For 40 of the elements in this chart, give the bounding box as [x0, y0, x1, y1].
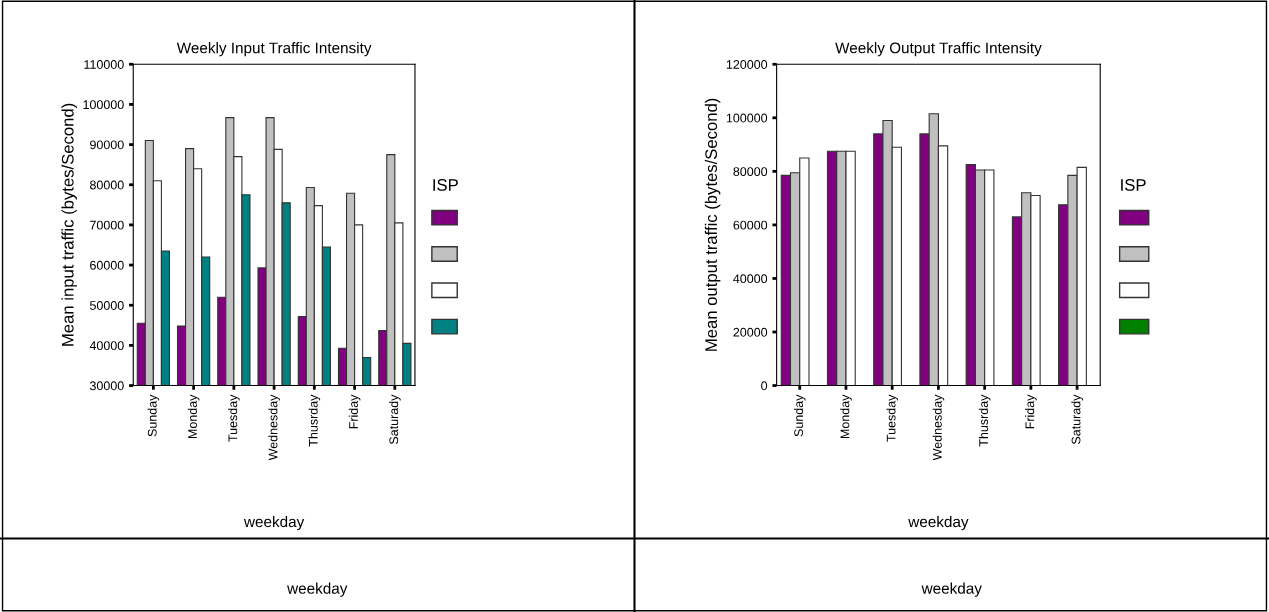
- y-tick-label: 90000: [90, 140, 124, 150]
- y-tick-label: 120000: [726, 60, 768, 69]
- x-tick-label: Monday: [840, 394, 852, 439]
- y-tick-label: 100000: [726, 113, 768, 123]
- x-tick-label: Tuesday: [886, 394, 899, 442]
- x-axis-title: weekday: [908, 515, 969, 531]
- x-tick-label: Sunday: [793, 394, 806, 437]
- y-tick-label: 30000: [89, 381, 124, 391]
- y-tick-label: 70000: [90, 220, 124, 230]
- text: weekday: [287, 582, 348, 597]
- x-tick-label: Sunday: [147, 394, 160, 437]
- x-tick-label: Thusrday: [978, 394, 991, 447]
- y-tick-label: 100000: [83, 100, 124, 110]
- legend-title: ISP: [1121, 179, 1146, 191]
- text: weekday: [921, 582, 982, 597]
- y-tick-label: 0: [761, 381, 768, 391]
- y-tick-label: 40000: [89, 341, 124, 351]
- x-tick-label: Tuesday: [228, 394, 240, 442]
- x-tick-label: Saturady: [1071, 394, 1083, 445]
- y-tick-label: 50000: [89, 301, 124, 310]
- y-tick-label: 80000: [733, 167, 768, 177]
- chart-title: Weekly Output Traffic Intensity: [835, 42, 1042, 57]
- y-tick-label: 20000: [733, 327, 768, 337]
- y-tick-label: 60000: [733, 220, 768, 230]
- x-tick-label: Wednesday: [932, 394, 945, 461]
- y-tick-label: 40000: [733, 274, 768, 284]
- chart-title: Weekly Input Traffic Intensity: [176, 42, 372, 57]
- y-tick-label: 80000: [90, 180, 124, 190]
- x-tick-label: Monday: [187, 394, 200, 439]
- x-tick-label: Wednesday: [268, 394, 280, 461]
- y-tick-label: 110000: [84, 60, 124, 69]
- y-axis-title: Mean output traffic (bytes/Second): [704, 98, 721, 351]
- x-axis-title: weekday: [243, 515, 305, 531]
- y-axis-title: Mean input traffic (bytes/Second): [61, 103, 77, 346]
- legend-title: ISP: [433, 179, 458, 191]
- x-tick-label: Thusrday: [308, 394, 321, 447]
- x-tick-label: Saturady: [389, 394, 401, 445]
- y-tick-label: 60000: [90, 260, 124, 270]
- x-tick-label: Friday: [1025, 394, 1037, 429]
- x-tick-label: Friday: [348, 394, 361, 429]
